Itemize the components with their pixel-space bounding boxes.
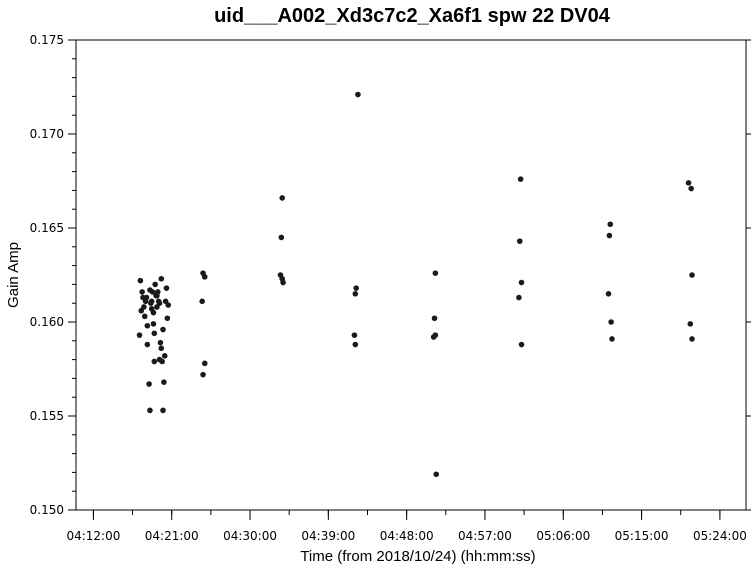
x-tick-label: 05:06:00 <box>536 529 590 543</box>
y-tick-label: 0.170 <box>30 127 64 141</box>
data-point <box>351 332 358 338</box>
x-axis-label: Time (from 2018/10/24) (hh:mm:ss) <box>300 548 535 565</box>
x-tick-label: 04:48:00 <box>380 529 434 543</box>
data-point <box>353 285 359 291</box>
data-point <box>136 332 143 338</box>
data-point <box>688 185 694 192</box>
data-point <box>144 341 151 348</box>
data-point <box>605 291 612 297</box>
data-point <box>516 238 523 244</box>
data-point <box>433 471 440 478</box>
x-tick-label: 04:12:00 <box>66 529 120 543</box>
data-point <box>687 321 694 327</box>
data-point <box>432 332 439 338</box>
data-point <box>149 289 156 295</box>
data-point <box>689 336 695 342</box>
data-point <box>685 180 692 186</box>
data-point <box>518 279 525 286</box>
data-point <box>432 270 439 276</box>
y-tick-label: 0.150 <box>30 503 64 517</box>
data-point <box>280 279 286 286</box>
data-point <box>154 292 160 299</box>
data-point <box>152 281 158 288</box>
data-point <box>139 289 145 295</box>
data-point <box>150 309 157 316</box>
data-point <box>607 221 614 228</box>
data-point <box>161 353 168 359</box>
chart-title: uid___A002_Xd3c7c2_Xa6f1 spw 22 DV04 <box>214 5 611 27</box>
data-point <box>137 277 144 284</box>
data-point <box>146 381 152 387</box>
data-point <box>151 330 158 337</box>
x-axis: 04:12:00 04:21:00 04:30:00 04:39:00 04:48:00… <box>66 510 747 543</box>
data-point <box>157 339 164 346</box>
data-point <box>158 275 165 282</box>
data-point <box>161 379 167 385</box>
data-point <box>608 319 614 325</box>
x-tick-label: 04:39:00 <box>301 529 355 543</box>
data-point <box>143 294 150 301</box>
x-tick-label: 04:57:00 <box>458 529 512 543</box>
data-point <box>278 234 285 241</box>
data-point <box>150 321 157 327</box>
data-point <box>431 315 438 322</box>
data-point <box>199 298 205 305</box>
data-point <box>279 195 286 201</box>
y-tick-label: 0.160 <box>30 315 64 329</box>
x-tick-label: 04:21:00 <box>145 529 199 543</box>
data-point <box>355 91 361 98</box>
y-tick-label: 0.175 <box>30 33 64 47</box>
data-point <box>160 407 166 414</box>
data-point <box>201 274 208 280</box>
data-point <box>352 291 359 297</box>
data-point <box>609 336 615 342</box>
y-tick-label: 0.165 <box>30 221 64 235</box>
data-point <box>160 326 166 333</box>
data-point <box>689 272 695 278</box>
data-point <box>138 307 145 314</box>
data-point <box>606 232 613 239</box>
data-point <box>517 176 524 182</box>
data-point <box>165 302 172 308</box>
data-point <box>200 371 206 378</box>
x-tick-label: 05:15:00 <box>615 529 669 543</box>
data-point <box>158 345 165 352</box>
data-point <box>201 360 208 367</box>
data-points <box>136 91 695 478</box>
plot-frame <box>75 39 747 511</box>
data-point <box>151 358 158 365</box>
data-point <box>148 298 155 305</box>
x-tick-label: 04:30:00 <box>223 529 277 543</box>
data-point <box>156 300 163 307</box>
data-point <box>156 356 163 363</box>
y-tick-label: 0.155 <box>30 409 64 423</box>
data-point <box>144 322 151 329</box>
data-point <box>147 407 153 414</box>
y-axis-label: Gain Amp <box>5 242 22 308</box>
data-point <box>518 341 525 348</box>
data-point <box>164 315 171 322</box>
data-point <box>163 285 170 291</box>
x-tick-label: 05:24:00 <box>693 529 747 543</box>
data-point <box>141 313 148 320</box>
data-point <box>352 341 359 348</box>
data-point <box>516 294 522 301</box>
y-axis: 0.150 0.155 0.160 0.165 0.170 0.175 <box>30 33 751 517</box>
